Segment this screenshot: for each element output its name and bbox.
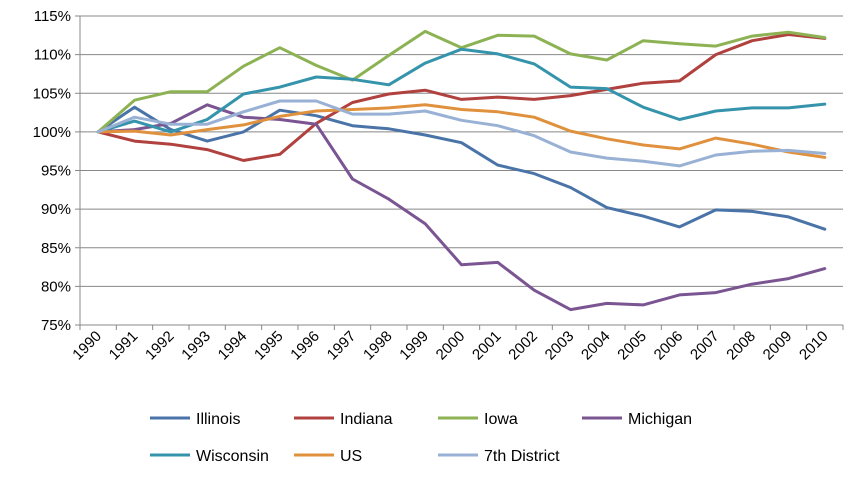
x-tick-label: 1994	[215, 328, 251, 364]
y-tick-label: 90%	[41, 201, 71, 218]
x-tick-label: 1992	[142, 328, 178, 364]
legend-label-us: US	[340, 448, 362, 465]
series-line-illinois	[96, 105, 827, 231]
legend-label-indiana: Indiana	[340, 411, 393, 428]
series-line-iowa	[96, 29, 827, 134]
x-tick-label: 1991	[106, 328, 142, 364]
y-tick-label: 95%	[41, 163, 71, 180]
y-tick-label: 100%	[33, 124, 71, 141]
series-line-indiana	[96, 33, 827, 162]
legend-label-illinois: Illinois	[196, 411, 240, 428]
x-tick-label: 1998	[360, 328, 396, 364]
y-tick-label: 105%	[33, 85, 71, 102]
series-line-us	[96, 103, 827, 159]
axes	[75, 15, 844, 330]
x-tick-label: 2004	[578, 328, 614, 364]
x-tick-label: 1996	[287, 328, 323, 364]
legend-label-7th-district: 7th District	[484, 448, 560, 465]
y-tick-label: 80%	[41, 278, 71, 295]
x-tick-label: 2002	[505, 328, 541, 364]
x-tick-label: 1997	[324, 328, 360, 364]
legend-label-wisconsin: Wisconsin	[196, 448, 269, 465]
y-tick-label: 110%	[34, 47, 71, 64]
legend-label-iowa: Iowa	[484, 411, 518, 428]
legend-label-michigan: Michigan	[628, 411, 692, 428]
series-line-wisconsin	[96, 47, 827, 134]
y-tick-label: 75%	[41, 317, 71, 334]
x-tick-label: 1995	[251, 328, 287, 364]
x-tick-label: 2003	[542, 328, 578, 364]
legend: Illinois Indiana Iowa Michigan Wisconsin US 7t…	[150, 411, 692, 465]
x-axis-tick-labels: 1990 1991 1992 1993 1994 1995 1996 1997 1998 1999…	[69, 328, 831, 364]
x-tick-label: 2009	[760, 328, 796, 364]
x-tick-label: 2008	[723, 328, 759, 364]
y-axis-tick-labels: 75% 80% 85% 90% 95% 100% 105% 110% 115%	[33, 8, 71, 334]
x-tick-label: 1990	[69, 328, 105, 364]
gridlines	[80, 15, 843, 287]
series-line-michigan	[96, 103, 827, 312]
x-tick-label: 2005	[614, 328, 650, 364]
x-tick-label: 2001	[469, 328, 505, 364]
x-tick-label: 2007	[687, 328, 723, 364]
x-tick-label: 2000	[433, 328, 469, 364]
y-tick-label: 115%	[34, 8, 71, 25]
series-lines	[96, 29, 827, 312]
x-tick-label: 1993	[178, 328, 214, 364]
series-line-7th-district	[96, 99, 827, 168]
y-tick-label: 85%	[41, 240, 71, 257]
x-tick-label: 2006	[651, 328, 687, 364]
x-tick-label: 1999	[396, 328, 432, 364]
x-tick-label: 2010	[796, 328, 832, 364]
